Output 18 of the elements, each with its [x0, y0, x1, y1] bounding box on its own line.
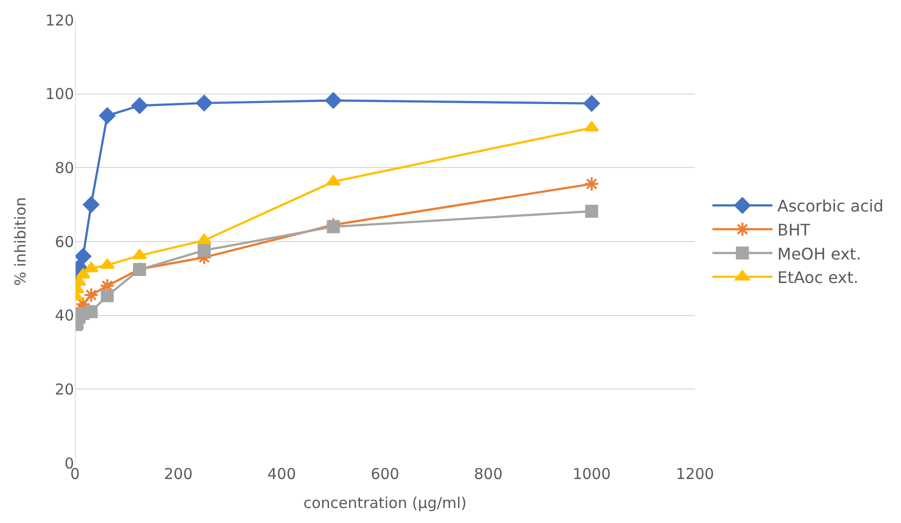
- x-axis-title: concentration (µg/ml): [303, 494, 467, 512]
- legend-label: Ascorbic acid: [777, 196, 884, 216]
- legend-label: EtAoc ext.: [777, 268, 859, 288]
- y-tick-label: 120: [45, 11, 74, 30]
- legend-label: MeOH ext.: [777, 244, 862, 264]
- y-axis-title: % inhibition: [12, 197, 30, 286]
- x-tick-label: 1200: [676, 465, 714, 483]
- x-tick-label: 800: [474, 465, 503, 483]
- y-tick-label: 20: [54, 380, 74, 398]
- y-tick-label: 80: [54, 158, 74, 177]
- y-tick-label: 100: [45, 85, 74, 104]
- y-tick-label: 40: [54, 306, 74, 325]
- y-tick-label: 60: [54, 232, 74, 251]
- x-tick-label: 200: [164, 465, 193, 483]
- legend-label: BHT: [777, 220, 810, 240]
- x-tick-label: 400: [267, 465, 296, 483]
- x-tick-label: 600: [370, 465, 400, 483]
- x-tick-label: 1000: [572, 465, 611, 483]
